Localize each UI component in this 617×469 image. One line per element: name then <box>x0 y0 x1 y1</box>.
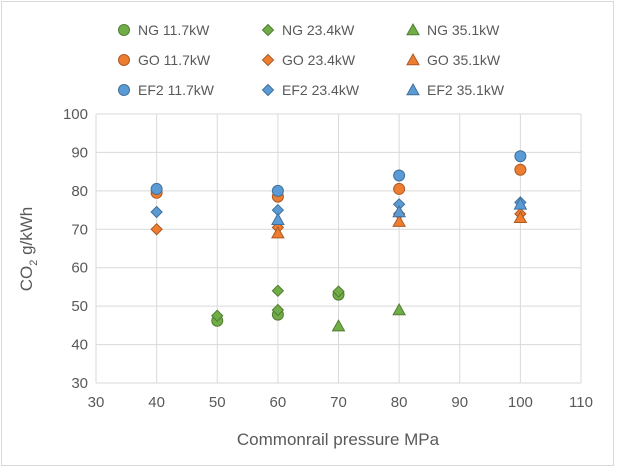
point-go-11-7kw-circle <box>514 163 527 176</box>
legend-label: GO 23.4kW <box>282 52 356 68</box>
point-go-35-1kw-triangle <box>392 214 406 227</box>
data-points <box>150 150 528 332</box>
grid-lines <box>95 113 582 384</box>
point-ng-23-4kw-diamond <box>211 309 224 322</box>
legend-item: EF2 35.1kW <box>406 82 505 98</box>
y-tick-labels: 30 40 50 60 70 80 90 100 <box>63 106 88 392</box>
legend-item: GO 11.7kW <box>118 52 211 68</box>
x-tick-label: 50 <box>209 394 226 411</box>
y-axis-title: CO2 g/kWh <box>17 207 40 292</box>
legend-marker-triangle <box>406 22 420 36</box>
y-tick-label: 80 <box>71 183 88 200</box>
legend-item: EF2 23.4kW <box>261 82 360 98</box>
point-ng-23-4kw-diamond <box>271 284 285 297</box>
x-tick-labels: 30 40 50 60 70 80 90 100 110 <box>88 394 593 411</box>
point-ng-23-4kw-diamond <box>332 285 345 298</box>
x-tick-label: 100 <box>508 394 533 411</box>
legend-label: EF2 11.7kW <box>138 82 215 98</box>
point-ng-35-1kw-triangle <box>331 319 346 332</box>
x-tick-label: 90 <box>451 394 468 411</box>
point-go-35-1kw-triangle <box>271 226 285 239</box>
legend-label: NG 35.1kW <box>427 22 500 38</box>
x-axis-title: Commonrail pressure MPa <box>237 430 440 449</box>
legend-item: GO 23.4kW <box>261 52 356 68</box>
legend-marker-diamond <box>261 53 275 67</box>
point-go-11-7kw-circle <box>393 182 406 195</box>
y-tick-label: 40 <box>71 337 88 354</box>
y-tick-label: 70 <box>71 221 88 238</box>
point-go-35-1kw-triangle <box>513 210 528 224</box>
legend-marker-circle <box>118 84 130 96</box>
legend-label: NG 23.4kW <box>282 22 355 38</box>
legend-marker-circle <box>118 24 130 36</box>
legend-item: GO 35.1kW <box>406 52 501 68</box>
point-ef2-23-4kw-diamond <box>150 205 163 219</box>
legend-marker-diamond <box>261 83 275 97</box>
y-tick-label: 100 <box>63 106 88 123</box>
legend: NG 11.7kW NG 23.4kW NG 35.1kW GO 11.7kW GO 2… <box>118 22 505 98</box>
point-ng-35-1kw-triangle <box>392 302 406 316</box>
legend-label: NG 11.7kW <box>138 22 210 38</box>
x-tick-label: 40 <box>148 394 165 411</box>
x-tick-label: 60 <box>270 394 287 411</box>
legend-label: GO 35.1kW <box>427 52 501 68</box>
point-go-23-4kw-diamond <box>150 223 163 236</box>
x-tick-label: 70 <box>330 394 347 411</box>
legend-item: EF2 11.7kW <box>118 82 215 98</box>
y-axis-title-subscript: 2 <box>28 260 40 266</box>
point-ef2-11-7kw-circle <box>150 182 163 195</box>
point-ef2-11-7kw-circle <box>514 150 527 163</box>
y-axis-title-unit: g/kWh <box>17 207 36 260</box>
legend-item: NG 23.4kW <box>261 22 355 38</box>
legend-marker-diamond <box>261 23 275 37</box>
legend-marker-triangle <box>406 82 420 96</box>
y-tick-label: 60 <box>71 260 88 277</box>
point-ef2-35-1kw-triangle <box>271 212 285 225</box>
point-ef2-11-7kw-circle <box>271 184 284 197</box>
legend-marker-triangle <box>406 52 420 66</box>
point-ef2-35-1kw-triangle <box>392 204 406 218</box>
legend-label: GO 11.7kW <box>138 52 211 68</box>
x-tick-label: 80 <box>391 394 408 411</box>
legend-item: NG 11.7kW <box>118 22 210 38</box>
y-tick-label: 30 <box>71 375 88 392</box>
x-tick-label: 110 <box>569 394 593 411</box>
point-ef2-11-7kw-circle <box>393 169 406 182</box>
x-tick-label: 30 <box>88 394 105 411</box>
legend-label: EF2 35.1kW <box>427 82 505 98</box>
legend-item: NG 35.1kW <box>406 22 500 38</box>
y-tick-label: 50 <box>71 298 88 315</box>
legend-marker-circle <box>118 54 130 66</box>
point-ef2-35-1kw-triangle <box>513 197 528 210</box>
y-tick-label: 90 <box>71 144 88 161</box>
point-ng-23-4kw-diamond <box>271 303 285 317</box>
y-axis-title-main: CO <box>17 266 36 292</box>
legend-label: EF2 23.4kW <box>282 82 360 98</box>
